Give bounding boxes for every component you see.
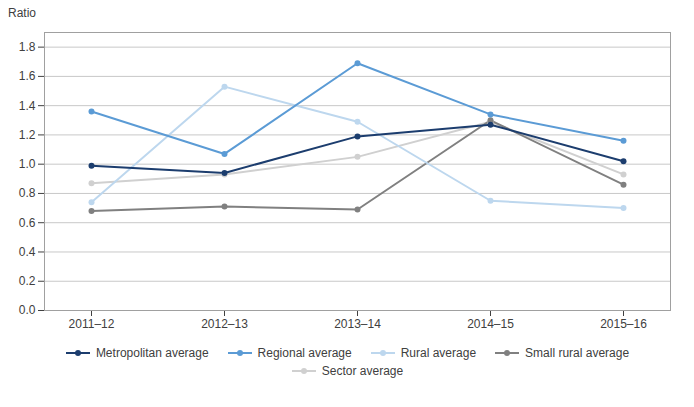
html-text:Sector average: Sector average bbox=[321, 364, 404, 378]
html-text:Rural average: Rural average bbox=[400, 346, 477, 360]
html-text:Small rural average: Small rural average bbox=[525, 346, 630, 360]
html-text:Ratio: Ratio bbox=[8, 6, 36, 20]
svg-text:1.2: 1.2 bbox=[19, 128, 36, 142]
svg-text:2011–12: 2011–12 bbox=[69, 317, 115, 331]
svg-text:1.8: 1.8 bbox=[19, 40, 36, 54]
svg-text:2015–16: 2015–16 bbox=[600, 317, 647, 331]
svg-text:0.4: 0.4 bbox=[19, 245, 36, 259]
svg-text:0.0: 0.0 bbox=[19, 303, 36, 317]
svg-text:1.6: 1.6 bbox=[19, 69, 36, 83]
svg-text:0.6: 0.6 bbox=[19, 216, 36, 230]
svg-text:2012–13: 2012–13 bbox=[201, 317, 248, 331]
svg-text:0.8: 0.8 bbox=[19, 186, 36, 200]
html-text:Metropolitan average: Metropolitan average bbox=[95, 346, 209, 360]
html-text:Regional average: Regional average bbox=[257, 346, 352, 360]
svg-text:1.4: 1.4 bbox=[19, 98, 36, 112]
svg-text:2013–14: 2013–14 bbox=[334, 317, 381, 331]
svg-text:2014–15: 2014–15 bbox=[467, 317, 514, 331]
svg-text:1.0: 1.0 bbox=[19, 157, 36, 171]
svg-text:0.2: 0.2 bbox=[19, 274, 36, 288]
